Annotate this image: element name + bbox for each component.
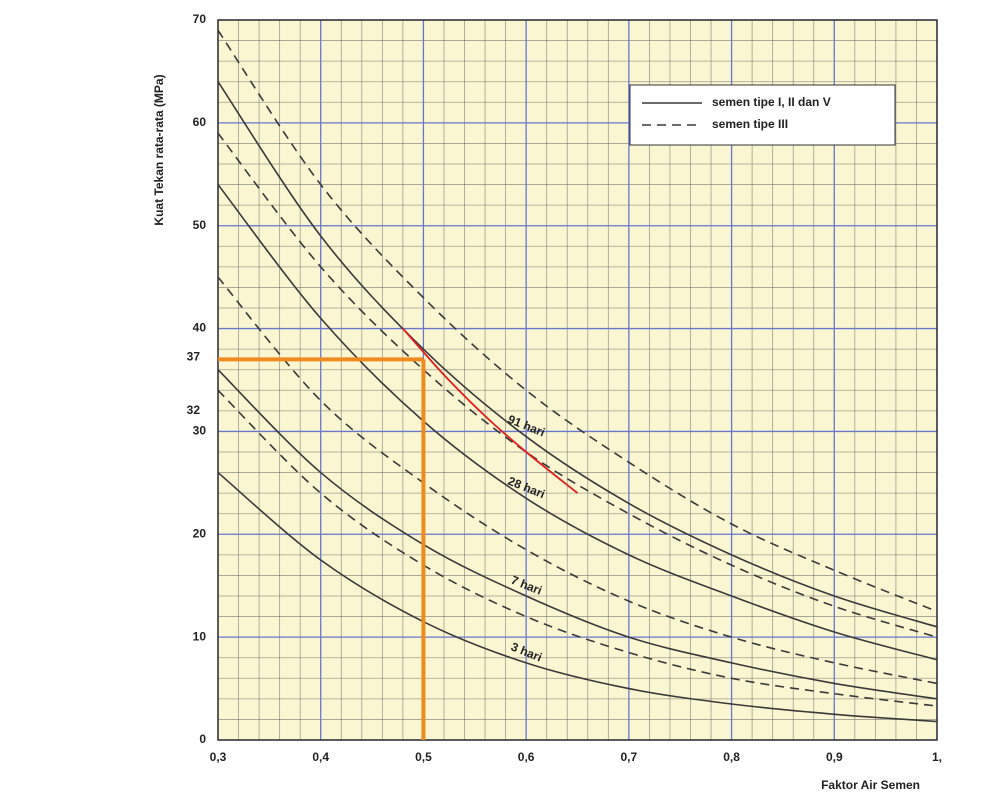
y-tick-label: 20 xyxy=(193,526,207,540)
x-tick-label: 0,8 xyxy=(723,750,740,764)
x-tick-label: 0,3 xyxy=(210,750,227,764)
y-axis-label: Kuat Tekan rata-rata (MPa) xyxy=(152,74,166,225)
y-tick-label: 30 xyxy=(193,424,207,438)
y-tick-label: 60 xyxy=(193,115,207,129)
legend-label: semen tipe I, II dan V xyxy=(712,95,831,109)
y-tick-label: 50 xyxy=(193,218,207,232)
x-tick-label: 0,6 xyxy=(518,750,535,764)
legend-box xyxy=(630,85,895,145)
marked-value: 37 xyxy=(187,350,201,364)
x-tick-label: 0,4 xyxy=(312,750,329,764)
x-tick-label: 0,5 xyxy=(415,750,432,764)
y-tick-label: 70 xyxy=(193,12,207,26)
x-axis-label: Faktor Air Semen xyxy=(821,778,920,792)
x-tick-label: 0,9 xyxy=(826,750,843,764)
y-tick-label: 40 xyxy=(193,321,207,335)
y-tick-label: 10 xyxy=(193,629,207,643)
y-tick-label: 0 xyxy=(199,732,206,746)
x-tick-label: 1, xyxy=(932,750,942,764)
chart: Faktor Air Semen Kuat Tekan rata-rata (M… xyxy=(0,0,992,801)
marked-value: 32 xyxy=(187,403,201,417)
legend-label: semen tipe III xyxy=(712,117,788,131)
x-tick-label: 0,7 xyxy=(621,750,638,764)
